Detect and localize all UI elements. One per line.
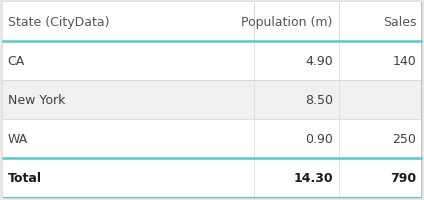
Bar xyxy=(3,3,421,42)
Bar xyxy=(3,42,421,81)
Text: 8.50: 8.50 xyxy=(305,94,333,106)
Bar xyxy=(3,81,421,119)
Bar xyxy=(3,158,421,197)
Text: 250: 250 xyxy=(393,132,416,145)
Text: New York: New York xyxy=(8,94,65,106)
Bar xyxy=(3,119,421,158)
Text: CA: CA xyxy=(8,55,25,68)
Text: 790: 790 xyxy=(390,171,416,184)
Text: Population (m): Population (m) xyxy=(241,16,333,29)
Text: 140: 140 xyxy=(393,55,416,68)
Text: Sales: Sales xyxy=(383,16,416,29)
Text: State (CityData): State (CityData) xyxy=(8,16,109,29)
Text: Total: Total xyxy=(8,171,42,184)
Text: 14.30: 14.30 xyxy=(293,171,333,184)
Text: 0.90: 0.90 xyxy=(305,132,333,145)
Text: WA: WA xyxy=(8,132,28,145)
Text: 4.90: 4.90 xyxy=(305,55,333,68)
